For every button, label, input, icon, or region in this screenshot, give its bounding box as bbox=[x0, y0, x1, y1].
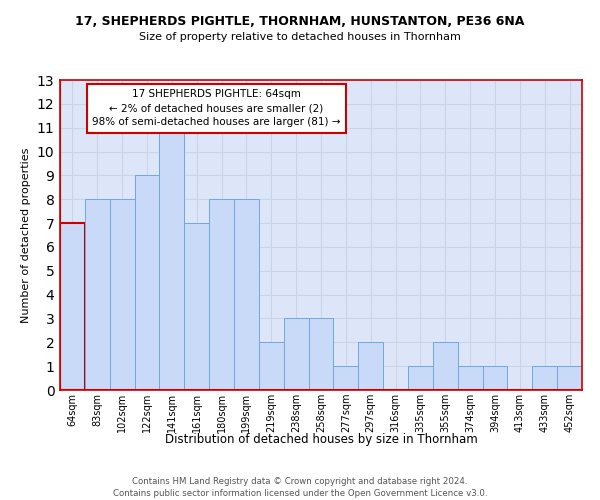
Text: Size of property relative to detached houses in Thornham: Size of property relative to detached ho… bbox=[139, 32, 461, 42]
Bar bbox=[334, 366, 358, 390]
Bar bbox=[134, 176, 160, 390]
Bar bbox=[259, 342, 284, 390]
Text: Distribution of detached houses by size in Thornham: Distribution of detached houses by size … bbox=[164, 432, 478, 446]
Bar bbox=[458, 366, 482, 390]
Bar bbox=[85, 199, 110, 390]
Text: Contains HM Land Registry data © Crown copyright and database right 2024.: Contains HM Land Registry data © Crown c… bbox=[132, 478, 468, 486]
Text: 17 SHEPHERDS PIGHTLE: 64sqm
← 2% of detached houses are smaller (2)
98% of semi-: 17 SHEPHERDS PIGHTLE: 64sqm ← 2% of deta… bbox=[92, 90, 341, 128]
Bar bbox=[184, 223, 209, 390]
Bar bbox=[60, 223, 85, 390]
Bar bbox=[308, 318, 334, 390]
Bar bbox=[209, 199, 234, 390]
Bar bbox=[234, 199, 259, 390]
Bar bbox=[110, 199, 134, 390]
Text: 17, SHEPHERDS PIGHTLE, THORNHAM, HUNSTANTON, PE36 6NA: 17, SHEPHERDS PIGHTLE, THORNHAM, HUNSTAN… bbox=[76, 15, 524, 28]
Text: Contains public sector information licensed under the Open Government Licence v3: Contains public sector information licen… bbox=[113, 489, 487, 498]
Bar bbox=[482, 366, 508, 390]
Y-axis label: Number of detached properties: Number of detached properties bbox=[21, 148, 31, 322]
Bar bbox=[532, 366, 557, 390]
Bar bbox=[284, 318, 308, 390]
Bar bbox=[557, 366, 582, 390]
Bar bbox=[408, 366, 433, 390]
Bar bbox=[358, 342, 383, 390]
Bar bbox=[160, 128, 184, 390]
Bar bbox=[433, 342, 458, 390]
